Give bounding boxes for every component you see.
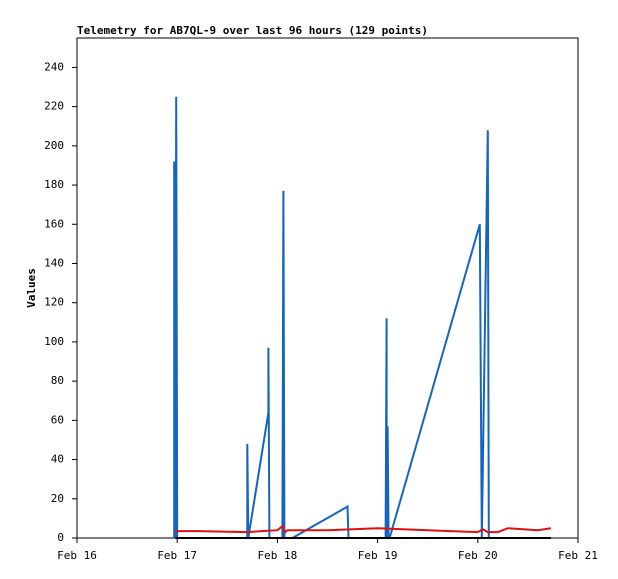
y-tick-label: 200 [44, 139, 64, 152]
y-tick-label: 220 [44, 100, 64, 113]
y-tick-label: 100 [44, 335, 64, 348]
y-axis-label: Values [25, 268, 38, 308]
y-tick-label: 180 [44, 178, 64, 191]
x-tick-label: Feb 19 [358, 549, 398, 562]
y-tick-label: 120 [44, 296, 64, 309]
x-tick-label: Feb 16 [57, 549, 97, 562]
y-tick-label: 40 [51, 453, 64, 466]
y-tick-label: 20 [51, 492, 64, 505]
chart-title: Telemetry for AB7QL-9 over last 96 hours… [77, 24, 428, 37]
y-tick-label: 160 [44, 217, 64, 230]
x-tick-label: Feb 18 [258, 549, 298, 562]
x-tick-label: Feb 21 [558, 549, 598, 562]
y-tick-label: 140 [44, 256, 64, 269]
y-tick-label: 80 [51, 374, 64, 387]
x-tick-label: Feb 20 [458, 549, 498, 562]
x-tick-label: Feb 17 [157, 549, 197, 562]
y-tick-label: 240 [44, 60, 64, 73]
y-tick-label: 0 [57, 531, 64, 544]
y-tick-label: 60 [51, 413, 64, 426]
series-line [175, 524, 552, 534]
